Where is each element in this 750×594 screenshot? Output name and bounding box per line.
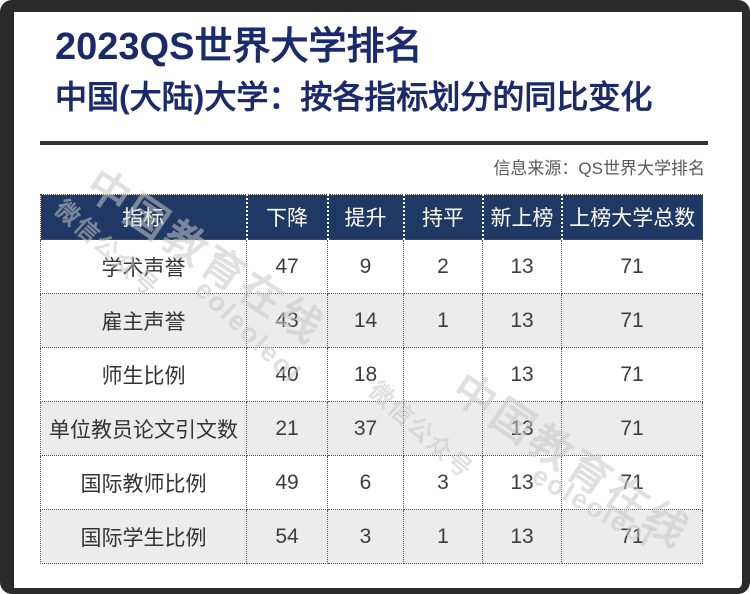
cell-improve: 9 [327,239,404,294]
cell-decline: 47 [246,239,328,294]
cell-unchanged: 3 [403,455,483,510]
cell-decline: 21 [246,401,328,456]
cell-total: 71 [561,239,703,294]
column-header-new-entry: 新上榜 [482,194,563,240]
row-label: 学术声誉 [40,239,247,294]
cell-total: 71 [561,455,703,510]
column-header-improve: 提升 [327,194,405,240]
page-title: 2023QS世界大学排名 [55,26,423,68]
row-label: 单位教员论文引文数 [40,401,247,456]
title-divider [40,141,708,145]
row-label: 雇主声誉 [40,293,247,348]
cell-new-entry: 13 [482,401,562,456]
table-row: 师生比例 40 18 13 71 [40,347,703,402]
cell-new-entry: 13 [482,455,562,510]
source-label: 信息来源：QS世界大学排名 [493,159,705,178]
cell-improve: 14 [327,293,404,348]
cell-unchanged: 1 [403,293,483,348]
cell-improve: 37 [327,401,404,456]
column-header-total: 上榜大学总数 [561,194,703,240]
column-header-unchanged: 持平 [403,194,484,240]
indicators-table: 指标 下降 提升 持平 新上榜 上榜大学总数 学术声誉 47 9 2 13 71… [40,194,703,564]
table-row: 国际学生比例 54 3 1 13 71 [40,509,703,564]
table-row: 雇主声誉 43 14 1 13 71 [40,293,703,348]
cell-decline: 40 [246,347,328,402]
cell-improve: 18 [327,347,404,402]
cell-unchanged [403,401,483,456]
cell-new-entry: 13 [482,293,562,348]
cell-unchanged: 2 [403,239,483,294]
column-header-indicator: 指标 [40,194,248,240]
cell-decline: 49 [246,455,328,510]
cell-decline: 54 [246,509,328,564]
table-row: 单位教员论文引文数 21 37 13 71 [40,401,703,456]
cell-new-entry: 13 [482,347,562,402]
cell-new-entry: 13 [482,239,562,294]
cell-total: 71 [561,293,703,348]
cell-total: 71 [561,347,703,402]
table-header-row: 指标 下降 提升 持平 新上榜 上榜大学总数 [40,194,703,240]
cell-new-entry: 13 [482,509,562,564]
cell-improve: 3 [327,509,404,564]
cell-decline: 43 [246,293,328,348]
cell-total: 71 [561,401,703,456]
table-row: 国际教师比例 49 6 3 13 71 [40,455,703,510]
cell-unchanged: 1 [403,509,483,564]
row-label: 师生比例 [40,347,247,402]
column-header-decline: 下降 [246,194,329,240]
table-row: 学术声誉 47 9 2 13 71 [40,239,703,294]
cell-total: 71 [561,509,703,564]
cell-unchanged [403,347,483,402]
row-label: 国际教师比例 [40,455,247,510]
cell-improve: 6 [327,455,404,510]
page-subtitle: 中国(大陆)大学：按各指标划分的同比变化 [55,79,653,115]
row-label: 国际学生比例 [40,509,247,564]
